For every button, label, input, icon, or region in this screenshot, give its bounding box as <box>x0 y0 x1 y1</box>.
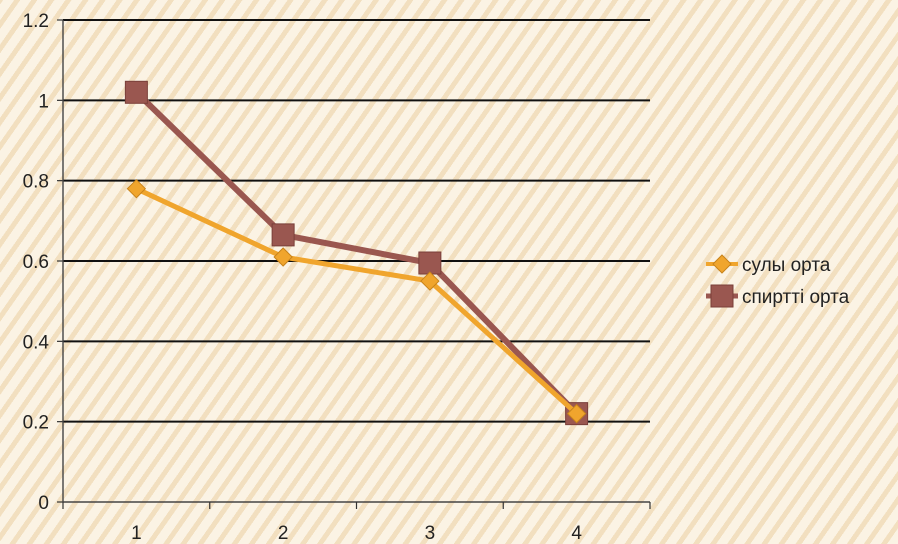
y-tick-label: 0.4 <box>23 332 50 353</box>
y-tick-label: 0.6 <box>23 252 49 273</box>
gridlines <box>63 19 650 423</box>
diamond-marker <box>420 271 440 291</box>
legend-square-marker <box>710 284 734 308</box>
legend-label: сулы орта <box>742 255 831 276</box>
x-tick-label: 4 <box>571 523 582 544</box>
legend-label: спиртті орта <box>742 287 850 308</box>
y-tick-label: 0 <box>38 493 49 514</box>
series-line <box>134 90 579 416</box>
square-marker <box>418 251 442 275</box>
y-tick-label: 1.2 <box>23 11 49 32</box>
diamond-marker <box>273 247 293 267</box>
square-marker <box>124 80 148 104</box>
y-tick-label: 0.2 <box>23 413 49 434</box>
legend-entry: спиртті орта <box>706 284 850 308</box>
square-marker <box>271 223 295 247</box>
series-group <box>124 80 589 426</box>
legend: сулы орта спиртті орта <box>706 254 850 308</box>
axes: 0 0.2 0.4 0.6 0.8 1 1.2 1 2 3 4 <box>23 11 651 544</box>
diamond-marker <box>566 403 587 424</box>
series-spirtti-orta <box>124 80 589 426</box>
y-tick-label: 1 <box>38 91 49 112</box>
legend-entry: сулы орта <box>706 254 831 276</box>
x-tick-label: 2 <box>278 523 289 544</box>
x-tick-label: 1 <box>131 523 142 544</box>
y-tick-label: 0.8 <box>23 172 49 193</box>
legend-diamond-marker <box>712 254 732 274</box>
diamond-marker <box>126 178 147 199</box>
series-line <box>135 186 579 416</box>
series-suly-orta <box>126 178 587 424</box>
x-tick-label: 3 <box>425 523 436 544</box>
